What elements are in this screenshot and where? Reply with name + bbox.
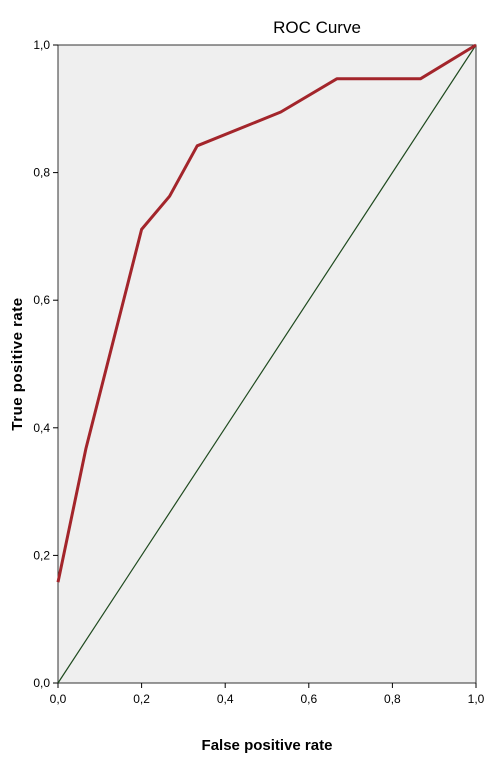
- y-tick-label: 1,0: [33, 38, 50, 52]
- y-tick-label: 0,0: [33, 676, 50, 690]
- y-tick-label: 0,6: [33, 293, 50, 307]
- roc-curve-path: [56, 43, 477, 583]
- reference-diagonal-line: [57, 44, 477, 684]
- x-tick-label: 0,8: [384, 692, 401, 706]
- x-axis-label: False positive rate: [202, 737, 333, 754]
- x-tick-label: 0,0: [50, 692, 67, 706]
- x-tick-label: 0,4: [217, 692, 234, 706]
- x-axis-ticks: 0,0 0,2 0,4 0,6 0,8 1,0: [50, 683, 485, 706]
- chart-title: ROC Curve: [273, 18, 361, 37]
- x-tick-label: 0,2: [133, 692, 150, 706]
- reference-line-path: [57, 44, 477, 684]
- y-tick-label: 0,2: [33, 548, 50, 562]
- roc-curve-line: [56, 43, 477, 583]
- x-tick-label: 0,6: [300, 692, 317, 706]
- y-axis-ticks: 0,0 0,2 0,4 0,6 0,8 1,0: [33, 38, 58, 690]
- y-tick-label: 0,8: [33, 166, 50, 180]
- x-tick-label: 1,0: [468, 692, 485, 706]
- y-axis-label: True positive rate: [9, 297, 26, 430]
- y-tick-label: 0,4: [33, 421, 50, 435]
